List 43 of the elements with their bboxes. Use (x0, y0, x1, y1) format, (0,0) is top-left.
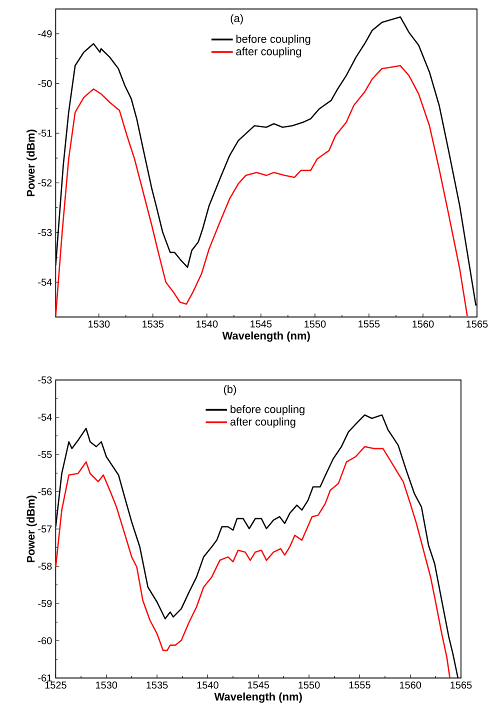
x-tick-label: 1525 (45, 682, 66, 689)
legend-label: before coupling (236, 34, 310, 46)
x-tick-label: 1540 (196, 320, 218, 328)
x-tick-label: 1560 (400, 682, 422, 689)
y-tick-label: -58 (38, 562, 52, 570)
legend-label: after coupling (230, 418, 296, 428)
x-axis-title: Wavelength (nm) (214, 692, 302, 703)
x-tick-label: 1560 (412, 320, 434, 328)
x-tick-label: 1530 (88, 320, 110, 328)
y-tick-label: -56 (38, 488, 52, 496)
y-axis-title: Power (dBm) (26, 496, 37, 562)
x-tick-label: 1555 (358, 320, 380, 328)
x-tick-label: 1545 (250, 320, 272, 328)
x-axis-title: Wavelength (nm) (222, 331, 310, 342)
y-tick-label: -50 (38, 80, 52, 88)
legend-label: after coupling (236, 47, 302, 58)
y-tick-label: -52 (38, 179, 52, 186)
y-tick-label: -60 (38, 637, 52, 644)
x-tick-label: 1535 (146, 682, 168, 689)
y-tick-label: -53 (38, 229, 52, 236)
x-tick-label: 1565 (466, 320, 488, 328)
y-tick-label: -55 (38, 451, 52, 458)
x-tick-label: 1550 (304, 320, 326, 328)
y-tick-label: -49 (38, 30, 52, 38)
y-tick-label: -61 (38, 674, 52, 682)
x-tick-label: 1550 (298, 682, 320, 689)
x-tick-label: 1545 (248, 682, 270, 688)
y-tick-label: -53 (38, 376, 52, 384)
annotation: (b) (224, 385, 236, 396)
x-tick-label: 1535 (142, 320, 164, 328)
line-series (56, 64, 468, 317)
y-tick-label: -51 (38, 130, 52, 137)
y-axis-title: Power (dBm) (26, 130, 37, 196)
x-tick-label: 1565 (450, 682, 472, 689)
annotation: (a) (230, 14, 243, 24)
x-tick-label: 1555 (349, 682, 370, 688)
legend-label: before coupling (230, 405, 304, 416)
x-tick-label: 1540 (197, 682, 218, 689)
x-tick-label: 1530 (96, 682, 118, 689)
y-tick-label: -57 (38, 526, 52, 532)
y-tick-label: -59 (38, 600, 52, 608)
y-tick-label: -54 (38, 278, 52, 286)
y-tick-label: -54 (38, 414, 52, 421)
